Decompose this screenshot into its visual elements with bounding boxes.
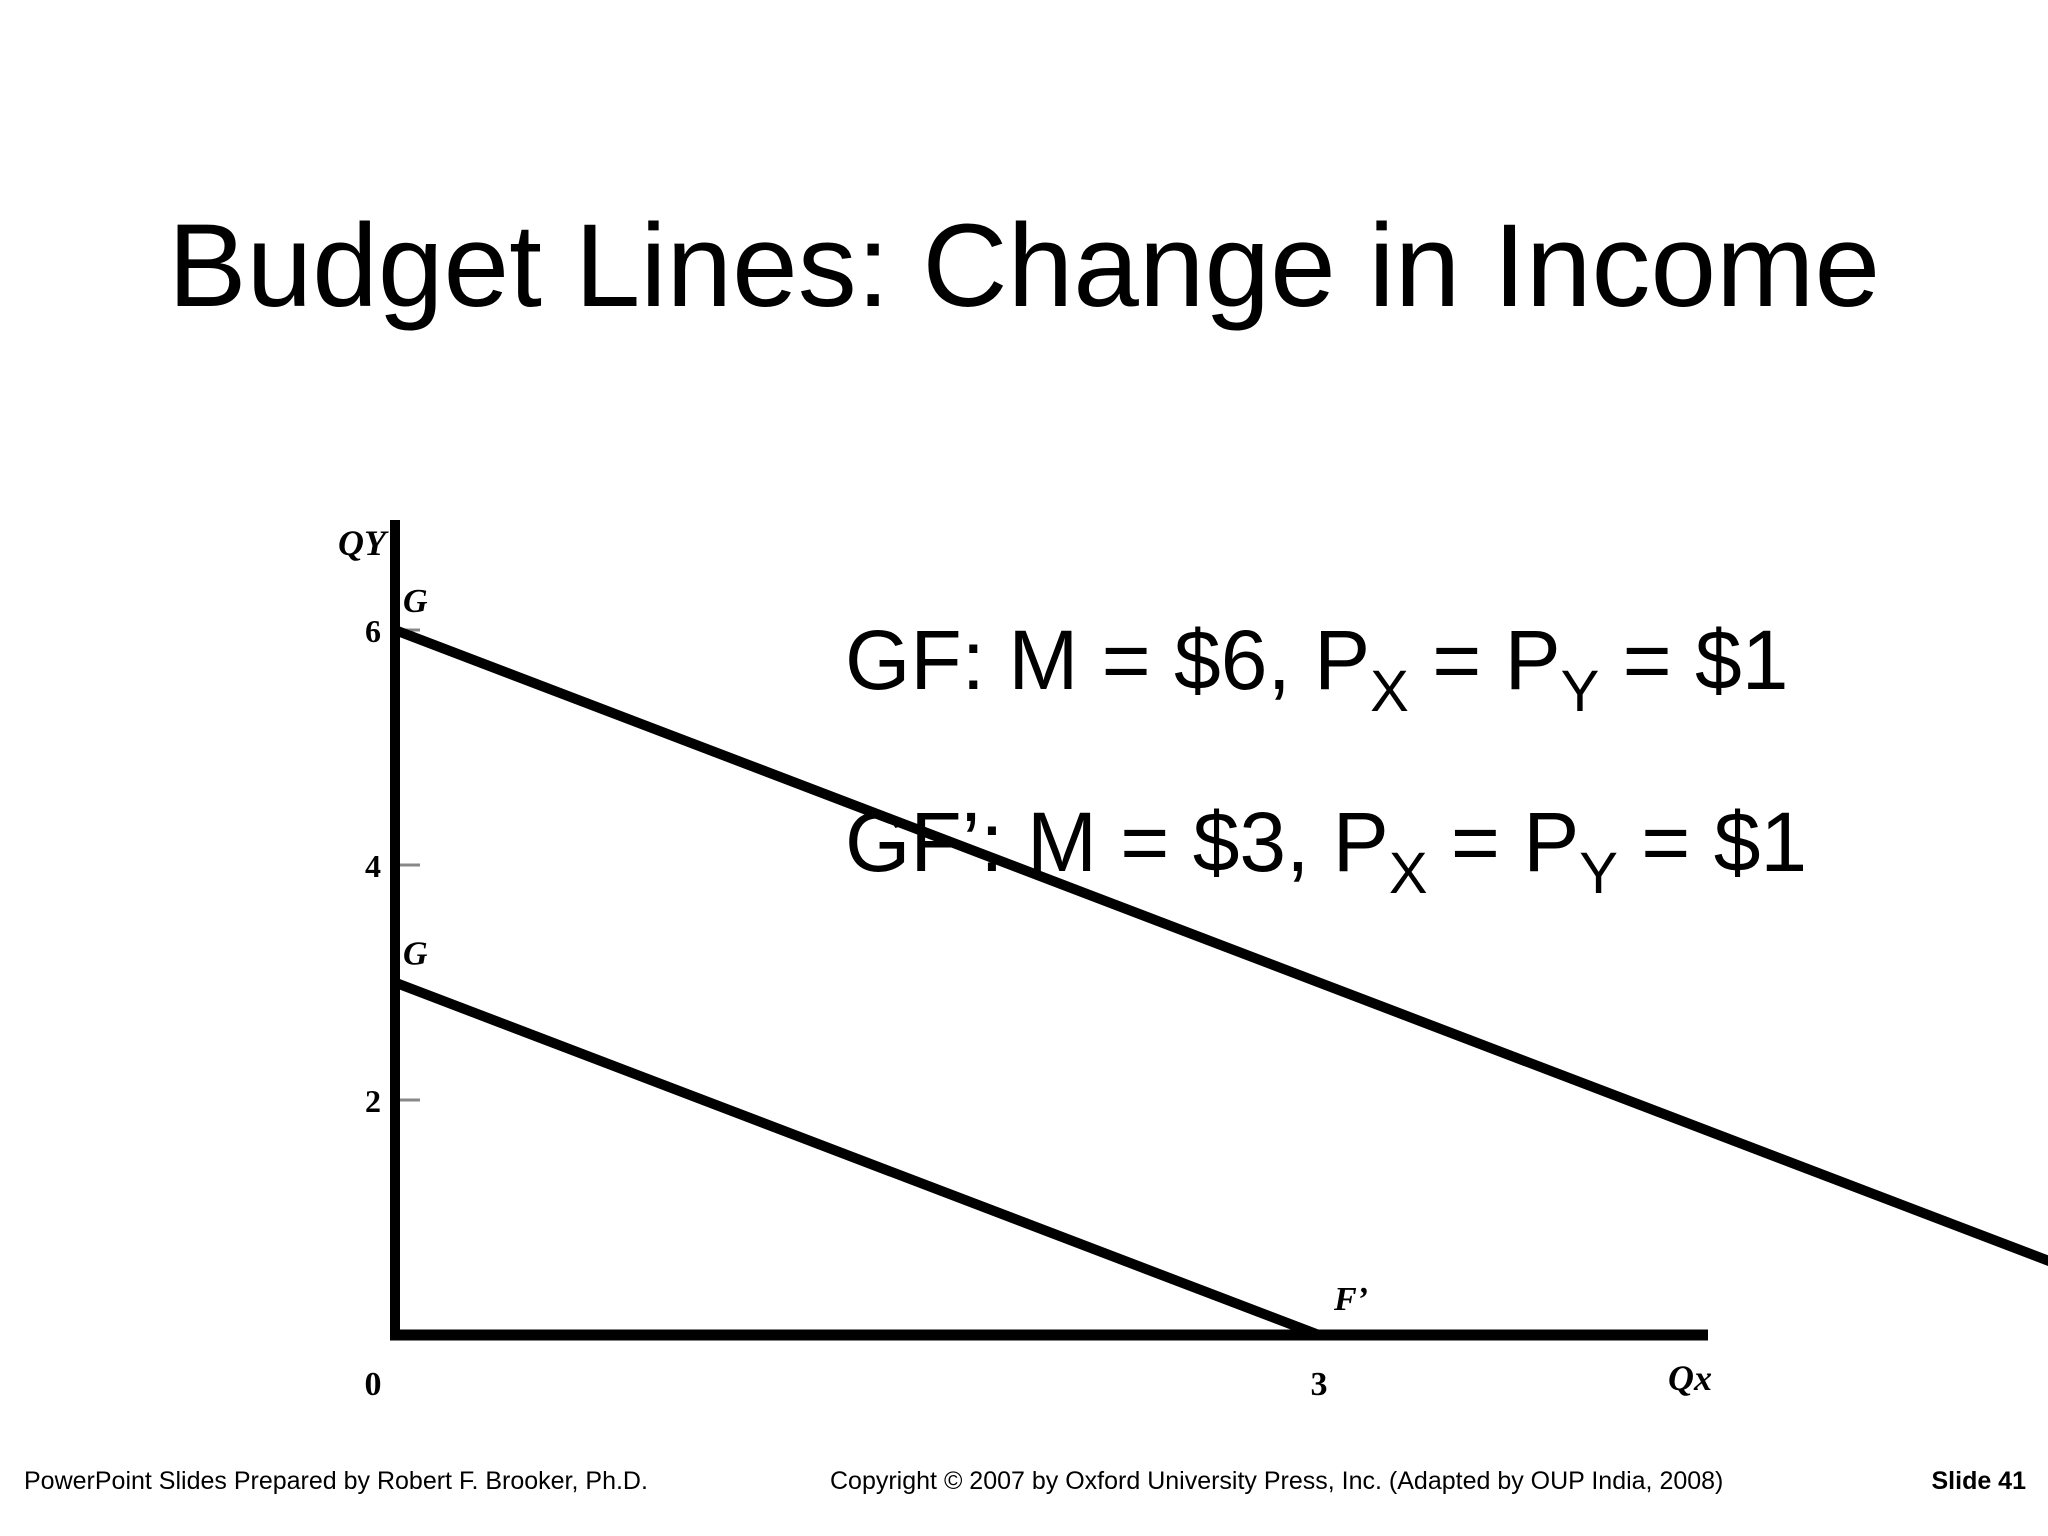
budget-line-gf (390, 625, 2048, 1266)
equation-gf-prime-suffix: = $1 (1617, 795, 1808, 889)
equation-gf-prime: GF’: M = $3, PX = PY = $1 (845, 792, 1808, 903)
point-label-g-gf-prime: G (403, 936, 428, 973)
y-tick-label-2: 2 (365, 1083, 381, 1119)
y-axis-label: QY (338, 523, 389, 563)
equation-gf-mid: = P (1408, 613, 1561, 707)
equation-gf-prime-mid: = P (1427, 795, 1580, 889)
footer-credit: PowerPoint Slides Prepared by Robert F. … (24, 1467, 648, 1495)
x-axis-label: Qx (1668, 1358, 1712, 1398)
equation-gf-prime-sub-x: X (1388, 841, 1428, 906)
footer-copyright: Copyright © 2007 by Oxford University Pr… (830, 1467, 1724, 1495)
equation-gf-prime-prefix: GF’: M = $3, P (845, 795, 1389, 889)
budget-line-gf-prime (390, 977, 1324, 1340)
equation-gf-sub-y: Y (1560, 659, 1600, 724)
equation-gf-sub-x: X (1370, 659, 1409, 724)
x-tick-label-0: 0 (365, 1366, 382, 1403)
equation-gf-prefix: GF: M = $6, P (845, 613, 1371, 707)
slide-title: Budget Lines: Change in Income (167, 200, 1881, 332)
x-tick-label-3: 3 (1311, 1366, 1328, 1403)
point-label-f-prime: F’ (1333, 1281, 1368, 1318)
slide-number: Slide 41 (1931, 1467, 2027, 1495)
y-tick-label-4: 4 (365, 848, 381, 884)
equation-gf-suffix: = $1 (1599, 613, 1789, 707)
equation-gf-prime-sub-y: Y (1579, 841, 1618, 906)
y-tick-label-6: 6 (365, 613, 381, 649)
equation-gf: GF: M = $6, PX = PY = $1 (845, 610, 1789, 721)
point-label-g-gf: G (403, 583, 428, 620)
